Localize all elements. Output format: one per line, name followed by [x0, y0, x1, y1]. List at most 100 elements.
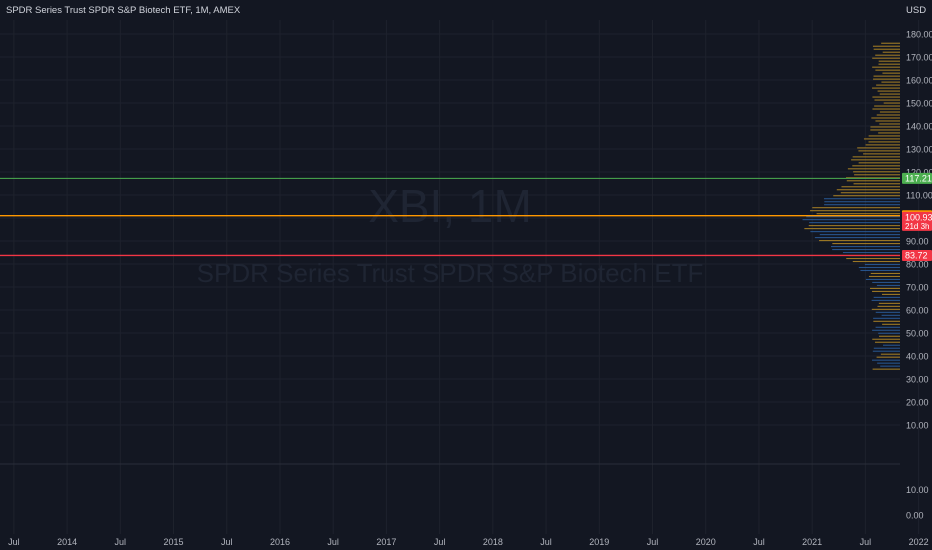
time-tick-label: 2014	[57, 537, 77, 547]
volume-profile-bin	[858, 266, 900, 269]
volume-profile-bin	[816, 213, 900, 215]
volume-profile-bin	[845, 177, 900, 179]
volume-profile-bin	[808, 225, 900, 227]
volume-profile-bin	[872, 57, 900, 59]
volume-profile-bin	[860, 269, 900, 272]
volume-profile-bin	[872, 281, 900, 283]
volume-profile-bin	[852, 260, 900, 263]
price-tick-label: 10.00	[906, 421, 929, 431]
price-tick-label: 130.00	[906, 145, 932, 155]
time-tick-label: Jul	[434, 537, 446, 547]
volume-profile-bin	[853, 183, 900, 185]
volume-profile-bin	[878, 60, 900, 62]
time-tick-label: Jul	[753, 537, 765, 547]
volume-profile-bin	[877, 362, 900, 364]
volume-profile-bin	[865, 278, 900, 280]
volume-profile-bin	[823, 198, 900, 200]
volume-profile-bin	[871, 308, 900, 310]
volume-profile-bin	[819, 234, 900, 236]
volume-profile-bin	[831, 246, 900, 248]
volume-profile-bin	[852, 165, 900, 167]
volume-profile-bin	[873, 78, 900, 80]
price-tick-label: 150.00	[906, 99, 932, 109]
volume-profile-bin	[879, 111, 900, 113]
volume-profile-bin	[871, 299, 900, 301]
volume-profile-bin	[857, 147, 900, 149]
volume-profile-bin	[877, 305, 900, 307]
time-tick-label: 2020	[696, 537, 716, 547]
volume-profile-bin	[824, 204, 900, 206]
volume-profile-bin	[876, 284, 900, 286]
price-tick-label: 50.00	[906, 329, 929, 339]
price-tag-label: 83.72	[905, 250, 928, 260]
volume-profile-bin	[872, 45, 900, 47]
time-tick-label: 2019	[589, 537, 609, 547]
volume-profile-bin	[875, 69, 900, 71]
price-tick-label: 110.00	[906, 191, 932, 201]
volume-profile-bin	[872, 338, 900, 340]
volume-profile-bin	[832, 249, 900, 251]
chart-title: SPDR Series Trust SPDR S&P Biotech ETF, …	[6, 5, 241, 16]
price-tick-label: 180.00	[906, 30, 932, 40]
volume-profile-bin	[865, 144, 900, 146]
volume-profile-bin	[875, 311, 900, 313]
volume-profile-bin	[851, 159, 900, 161]
volume-profile-bin	[875, 54, 900, 56]
currency-label[interactable]: USD	[906, 5, 926, 16]
volume-profile-bin	[868, 275, 900, 278]
price-tick-label: 30.00	[906, 375, 929, 385]
volume-profile-bin	[882, 72, 900, 74]
price-tag-label: 100.93	[905, 212, 932, 222]
watermark-symbol: XBI, 1M	[368, 180, 532, 232]
volume-profile-bin	[879, 123, 900, 125]
volume-profile-bin	[883, 344, 900, 346]
volume-profile-bin	[847, 168, 900, 170]
volume-profile-bin	[852, 156, 900, 158]
price-tick-label: 20.00	[906, 398, 929, 408]
volume-profile-bin	[873, 317, 900, 319]
volume-profile-bin	[876, 114, 900, 116]
time-tick-label: Jul	[221, 537, 233, 547]
time-tick-label: Jul	[860, 537, 872, 547]
volume-profile-bin	[879, 93, 900, 95]
time-tick-label: 2015	[164, 537, 184, 547]
volume-profile-bin	[863, 138, 900, 140]
volume-profile-bin	[819, 240, 900, 242]
volume-profile-bin	[872, 66, 900, 68]
volume-profile-bin	[870, 287, 900, 289]
volume-profile-bin	[832, 243, 900, 245]
time-tick-label: Jul	[8, 537, 20, 547]
volume-profile-bin	[846, 257, 900, 260]
volume-profile-bin	[868, 135, 900, 137]
horizontal-levels[interactable]	[0, 177, 900, 257]
volume-profile-bin	[810, 210, 900, 212]
volume-profile-bin	[858, 162, 900, 164]
volume-profile-bin	[858, 150, 900, 152]
volume-profile-bin	[868, 141, 900, 143]
time-tick-label: 2017	[376, 537, 396, 547]
volume-profile-bin	[870, 129, 900, 131]
price-tick-label: 80.00	[906, 260, 929, 270]
volume-profile-bin	[881, 42, 900, 44]
time-tick-label: Jul	[647, 537, 659, 547]
price-tag-label: 117.21	[905, 173, 932, 183]
price-tag	[902, 211, 932, 231]
volume-profile-bin	[878, 132, 900, 134]
volume-profile-bin	[810, 231, 900, 233]
volume-profile-bin	[863, 153, 900, 155]
volume-profile-bin	[883, 102, 900, 104]
volume-profile-bin	[872, 96, 900, 98]
time-axis[interactable]: Jul 2014 Jul 2015 Jul 2016 Jul 2017 Jul 2018 Jul 20…	[8, 537, 932, 547]
volume-profile-bin	[873, 347, 900, 349]
price-tick-label: 170.00	[906, 53, 932, 63]
volume-profile-bin	[877, 90, 900, 92]
volume-profile-bin	[874, 105, 900, 107]
price-tick-label: 120.00	[906, 168, 932, 178]
price-tick-label: 60.00	[906, 306, 929, 316]
volume-profile-bin	[875, 326, 900, 328]
volume-profile-bin	[878, 63, 900, 65]
volume-profile-bin	[880, 353, 900, 355]
volume-profile-bin	[873, 48, 900, 50]
volume-profile-bin	[842, 251, 900, 254]
